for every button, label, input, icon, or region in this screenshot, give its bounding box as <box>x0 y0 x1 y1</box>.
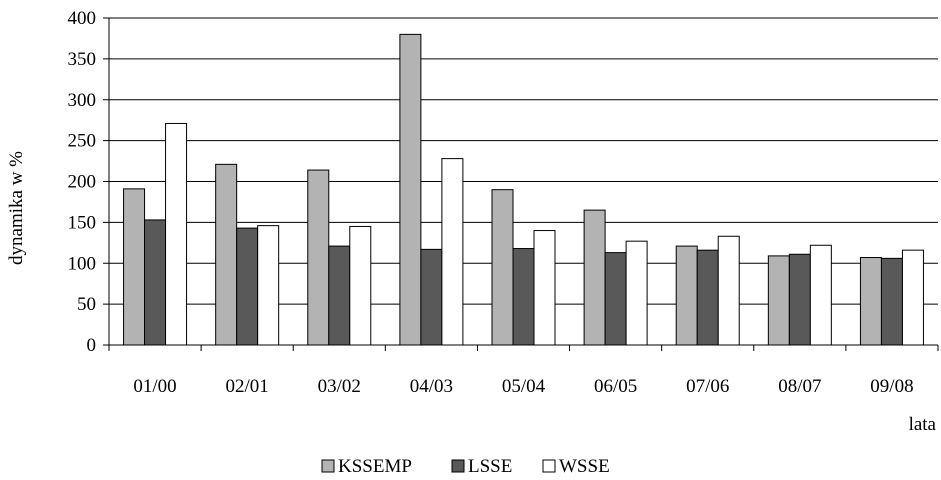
bar-lsse <box>420 248 443 346</box>
x-tick-label: 03/02 <box>318 376 361 397</box>
legend-label: WSSE <box>559 456 610 477</box>
bar-wsse <box>533 230 556 346</box>
bar-lsse <box>236 227 259 346</box>
bar-kssemp <box>215 163 238 346</box>
bar-lsse <box>880 257 903 346</box>
bar-kssemp <box>767 255 790 346</box>
y-tick-label: 200 <box>68 172 97 193</box>
x-tick-label: 09/08 <box>870 376 913 397</box>
bar-kssemp <box>675 245 698 346</box>
y-tick-label: 100 <box>68 253 97 274</box>
bar-lsse <box>604 252 627 346</box>
y-tick-label: 350 <box>68 49 97 70</box>
bar-wsse <box>809 244 832 346</box>
y-tick-label: 0 <box>87 335 97 356</box>
y-tick-label: 400 <box>68 8 97 29</box>
bar-wsse <box>625 240 648 346</box>
legend: KSSEMP LSSE WSSE <box>321 456 610 477</box>
y-tick-labels: 0 50 100 150 200 250 300 350 400 <box>68 8 97 356</box>
bar-wsse <box>257 225 280 346</box>
y-tick-label: 250 <box>68 131 97 152</box>
bar-lsse <box>788 253 811 346</box>
legend-swatch <box>542 459 556 473</box>
x-tick-label: 08/07 <box>778 376 821 397</box>
bar-lsse <box>696 249 719 346</box>
bars <box>123 33 924 346</box>
x-axis-label: lata <box>909 414 937 435</box>
legend-swatch <box>451 459 465 473</box>
x-tick-label: 06/05 <box>594 376 637 397</box>
axes <box>103 17 939 351</box>
x-tick-labels: 01/00 02/01 03/02 04/03 05/04 06/05 07/06 08/07… <box>133 376 913 397</box>
bar-kssemp <box>399 33 422 346</box>
bar-kssemp <box>859 257 882 346</box>
x-tick-label: 01/00 <box>133 376 176 397</box>
bar-wsse <box>441 158 464 346</box>
legend-label: LSSE <box>468 456 512 477</box>
bar-lsse <box>144 219 167 346</box>
x-tick-label: 02/01 <box>226 376 269 397</box>
bar-kssemp <box>583 209 606 346</box>
x-tick-label: 07/06 <box>686 376 729 397</box>
x-tick-label: 04/03 <box>410 376 453 397</box>
y-tick-label: 50 <box>77 294 96 315</box>
y-tick-label: 300 <box>68 90 97 111</box>
bar-lsse <box>328 245 351 346</box>
bar-wsse <box>349 225 372 346</box>
bar-kssemp <box>491 189 514 346</box>
y-tick-label: 150 <box>68 212 97 233</box>
x-tick-label: 05/04 <box>502 376 546 397</box>
bar-kssemp <box>123 188 146 346</box>
bar-wsse <box>717 235 740 346</box>
bar-wsse <box>901 249 924 346</box>
legend-label: KSSEMP <box>338 456 412 477</box>
bar-wsse <box>165 122 188 346</box>
bar-lsse <box>512 248 535 346</box>
bar-kssemp <box>307 169 330 346</box>
legend-swatch <box>321 459 335 473</box>
y-axis-label: dynamika w % <box>6 151 27 265</box>
